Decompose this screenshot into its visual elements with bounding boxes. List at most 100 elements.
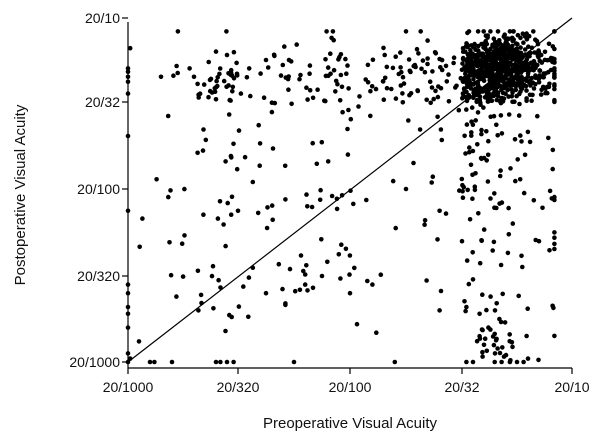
data-point <box>495 42 501 47</box>
data-point <box>165 113 171 119</box>
data-point <box>514 359 520 365</box>
data-point <box>352 265 357 271</box>
data-point <box>323 57 328 62</box>
data-point <box>430 174 436 179</box>
data-point <box>497 173 503 179</box>
data-point <box>215 75 220 80</box>
data-point <box>217 66 223 71</box>
data-point <box>280 286 285 292</box>
x-tick-label: 20/32 <box>444 379 479 395</box>
data-point <box>345 152 351 157</box>
data-point <box>464 98 470 104</box>
data-point <box>537 68 542 73</box>
data-point <box>544 90 549 96</box>
data-point <box>246 275 252 280</box>
data-point <box>433 51 439 56</box>
y-tick-label: 20/1000 <box>69 354 120 370</box>
data-point <box>438 65 443 70</box>
data-point <box>235 208 241 214</box>
data-point <box>456 107 462 113</box>
data-point <box>498 113 504 118</box>
data-point <box>336 57 341 62</box>
data-point <box>517 64 523 70</box>
data-point <box>224 359 230 365</box>
data-point <box>420 58 426 63</box>
data-point <box>213 359 219 365</box>
data-point <box>526 67 531 72</box>
data-point <box>331 37 337 43</box>
data-point <box>542 57 548 63</box>
data-point <box>464 107 469 112</box>
data-point <box>329 193 335 199</box>
data-point <box>339 242 344 247</box>
data-point <box>477 260 483 266</box>
data-point <box>127 356 133 361</box>
y-tick-label: 20/10 <box>85 10 120 26</box>
data-point <box>499 131 505 136</box>
data-point <box>174 63 179 69</box>
data-point <box>125 91 131 96</box>
data-point <box>491 49 496 55</box>
data-point <box>484 89 489 95</box>
data-point <box>169 359 175 365</box>
data-point <box>226 112 232 117</box>
data-point <box>547 188 553 194</box>
data-point <box>444 79 450 84</box>
data-point <box>317 197 323 203</box>
data-point <box>498 100 504 106</box>
data-point <box>460 79 466 84</box>
data-point <box>552 333 557 339</box>
data-point <box>216 277 221 283</box>
data-point <box>343 246 349 252</box>
data-point <box>463 151 468 156</box>
data-point <box>384 64 390 70</box>
data-point <box>407 68 413 74</box>
data-point <box>430 69 435 74</box>
data-point <box>464 359 469 365</box>
data-point <box>179 241 185 246</box>
data-point <box>508 166 513 171</box>
data-point <box>451 60 456 66</box>
data-point <box>211 306 216 311</box>
data-point <box>322 98 327 103</box>
data-point <box>335 81 340 87</box>
data-point <box>477 311 482 317</box>
data-point <box>203 137 209 143</box>
data-point <box>147 359 153 365</box>
data-point <box>524 57 530 62</box>
data-point <box>221 78 227 84</box>
data-point <box>497 316 502 322</box>
data-point <box>257 141 263 146</box>
data-point <box>337 98 343 103</box>
data-point <box>348 116 354 122</box>
data-point <box>330 29 336 34</box>
data-point <box>550 147 556 153</box>
data-point <box>480 71 486 77</box>
data-point <box>180 274 186 279</box>
data-point <box>497 350 503 356</box>
data-point <box>464 89 469 95</box>
data-point <box>511 29 516 34</box>
data-point <box>546 135 551 141</box>
data-point <box>236 128 242 133</box>
data-point <box>474 98 480 103</box>
data-point <box>488 196 493 201</box>
data-point <box>468 162 474 168</box>
data-point <box>552 29 557 34</box>
data-point <box>310 95 316 101</box>
data-point <box>250 179 256 185</box>
data-point <box>437 208 442 214</box>
data-point <box>495 133 501 138</box>
data-point <box>484 129 489 134</box>
data-point <box>538 92 544 97</box>
data-point <box>437 308 442 313</box>
data-point <box>435 94 441 100</box>
data-point <box>462 133 467 139</box>
data-point <box>536 80 542 85</box>
data-point <box>428 100 434 106</box>
data-point <box>501 51 507 57</box>
data-point <box>347 290 353 296</box>
data-point <box>486 138 491 144</box>
data-point <box>492 77 497 83</box>
data-point <box>536 357 541 363</box>
